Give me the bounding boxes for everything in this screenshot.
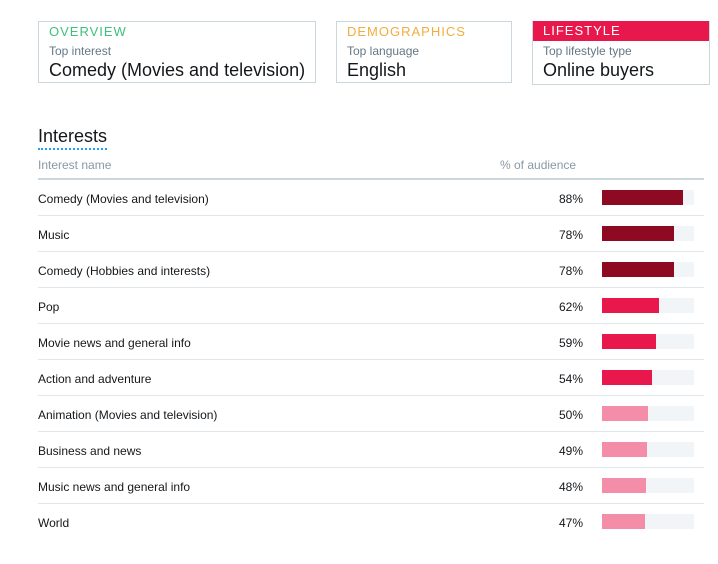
table-row: World 47%	[38, 504, 704, 539]
interest-name: Action and adventure	[38, 372, 152, 386]
audience-bar-track	[602, 226, 694, 241]
interest-name: Music news and general info	[38, 480, 191, 494]
audience-percent: 47%	[558, 516, 583, 530]
audience-bar-track	[602, 334, 694, 349]
interest-name: Animation (Movies and television)	[38, 408, 218, 422]
audience-bar-track	[602, 190, 694, 205]
interest-name: Pop	[38, 300, 60, 314]
demographics-value: English	[347, 60, 407, 80]
table-body: Comedy (Movies and television) 88% Music 78…	[38, 180, 704, 539]
interest-name: World	[38, 516, 70, 530]
audience-bar-fill	[602, 442, 648, 457]
audience-bar-fill	[602, 334, 657, 349]
interest-name: Comedy (Hobbies and interests)	[38, 264, 211, 278]
tab-demographics[interactable]: DEMOGRAPHICS Top language English	[336, 21, 512, 83]
table-row: Comedy (Movies and television) 88%	[38, 180, 704, 216]
audience-bar-track	[602, 514, 694, 529]
audience-bar-fill	[602, 190, 683, 205]
audience-bar-track	[602, 478, 694, 493]
audience-percent: 49%	[558, 444, 583, 458]
audience-percent: 88%	[558, 192, 583, 206]
audience-percent: 78%	[558, 228, 583, 242]
section-title: Interests	[38, 126, 108, 150]
table-row: Animation (Movies and television) 50%	[38, 396, 704, 432]
lifestyle-sublabel: Top lifestyle type	[543, 44, 632, 58]
audience-bar-track	[602, 406, 694, 421]
table-header: Interest name % of audience	[38, 152, 704, 180]
audience-bar-track	[602, 442, 694, 457]
table-row: Action and adventure 54%	[38, 360, 704, 396]
audience-percent: 59%	[558, 336, 583, 350]
audience-bar-track	[602, 298, 694, 313]
audience-bar-track	[602, 370, 694, 385]
table-row: Movie news and general info 59%	[38, 324, 704, 360]
demographics-header: DEMOGRAPHICS	[347, 24, 466, 39]
interests-table: Interest name % of audience Comedy (Movi…	[38, 152, 704, 539]
overview-sublabel: Top interest	[49, 44, 112, 58]
demographics-sublabel: Top language	[347, 44, 420, 58]
audience-bar-track	[602, 262, 694, 277]
interest-name: Business and news	[38, 444, 142, 458]
table-row: Comedy (Hobbies and interests) 78%	[38, 252, 704, 288]
audience-percent: 50%	[558, 408, 583, 422]
column-header-percent-audience[interactable]: % of audience	[500, 158, 577, 172]
interest-name: Comedy (Movies and television)	[38, 192, 209, 206]
table-row: Pop 62%	[38, 288, 704, 324]
interest-name: Movie news and general info	[38, 336, 191, 350]
table-row: Music 78%	[38, 216, 704, 252]
lifestyle-value: Online buyers	[543, 60, 655, 80]
overview-value: Comedy (Movies and television)	[49, 60, 306, 80]
audience-percent: 62%	[558, 300, 583, 314]
audience-bar-fill	[602, 514, 646, 529]
audience-bar-fill	[602, 370, 652, 385]
tab-lifestyle[interactable]: LIFESTYLE Top lifestyle type Online buye…	[532, 21, 710, 85]
audience-percent: 48%	[558, 480, 583, 494]
audience-percent: 78%	[558, 264, 583, 278]
audience-bar-fill	[602, 478, 647, 493]
table-row: Business and news 49%	[38, 432, 704, 468]
audience-bar-fill	[602, 226, 674, 241]
audience-bar-fill	[602, 262, 674, 277]
lifestyle-header: LIFESTYLE	[533, 21, 709, 41]
audience-bar-fill	[602, 406, 648, 421]
summary-cards: OVERVIEW Top interest Comedy (Movies and…	[38, 21, 718, 85]
tab-overview[interactable]: OVERVIEW Top interest Comedy (Movies and…	[38, 21, 316, 83]
audience-percent: 54%	[558, 372, 583, 386]
table-row: Music news and general info 48%	[38, 468, 704, 504]
audience-bar-fill	[602, 298, 660, 313]
overview-header: OVERVIEW	[49, 24, 127, 39]
column-header-interest-name[interactable]: Interest name	[38, 158, 112, 172]
interest-name: Music	[38, 228, 70, 242]
